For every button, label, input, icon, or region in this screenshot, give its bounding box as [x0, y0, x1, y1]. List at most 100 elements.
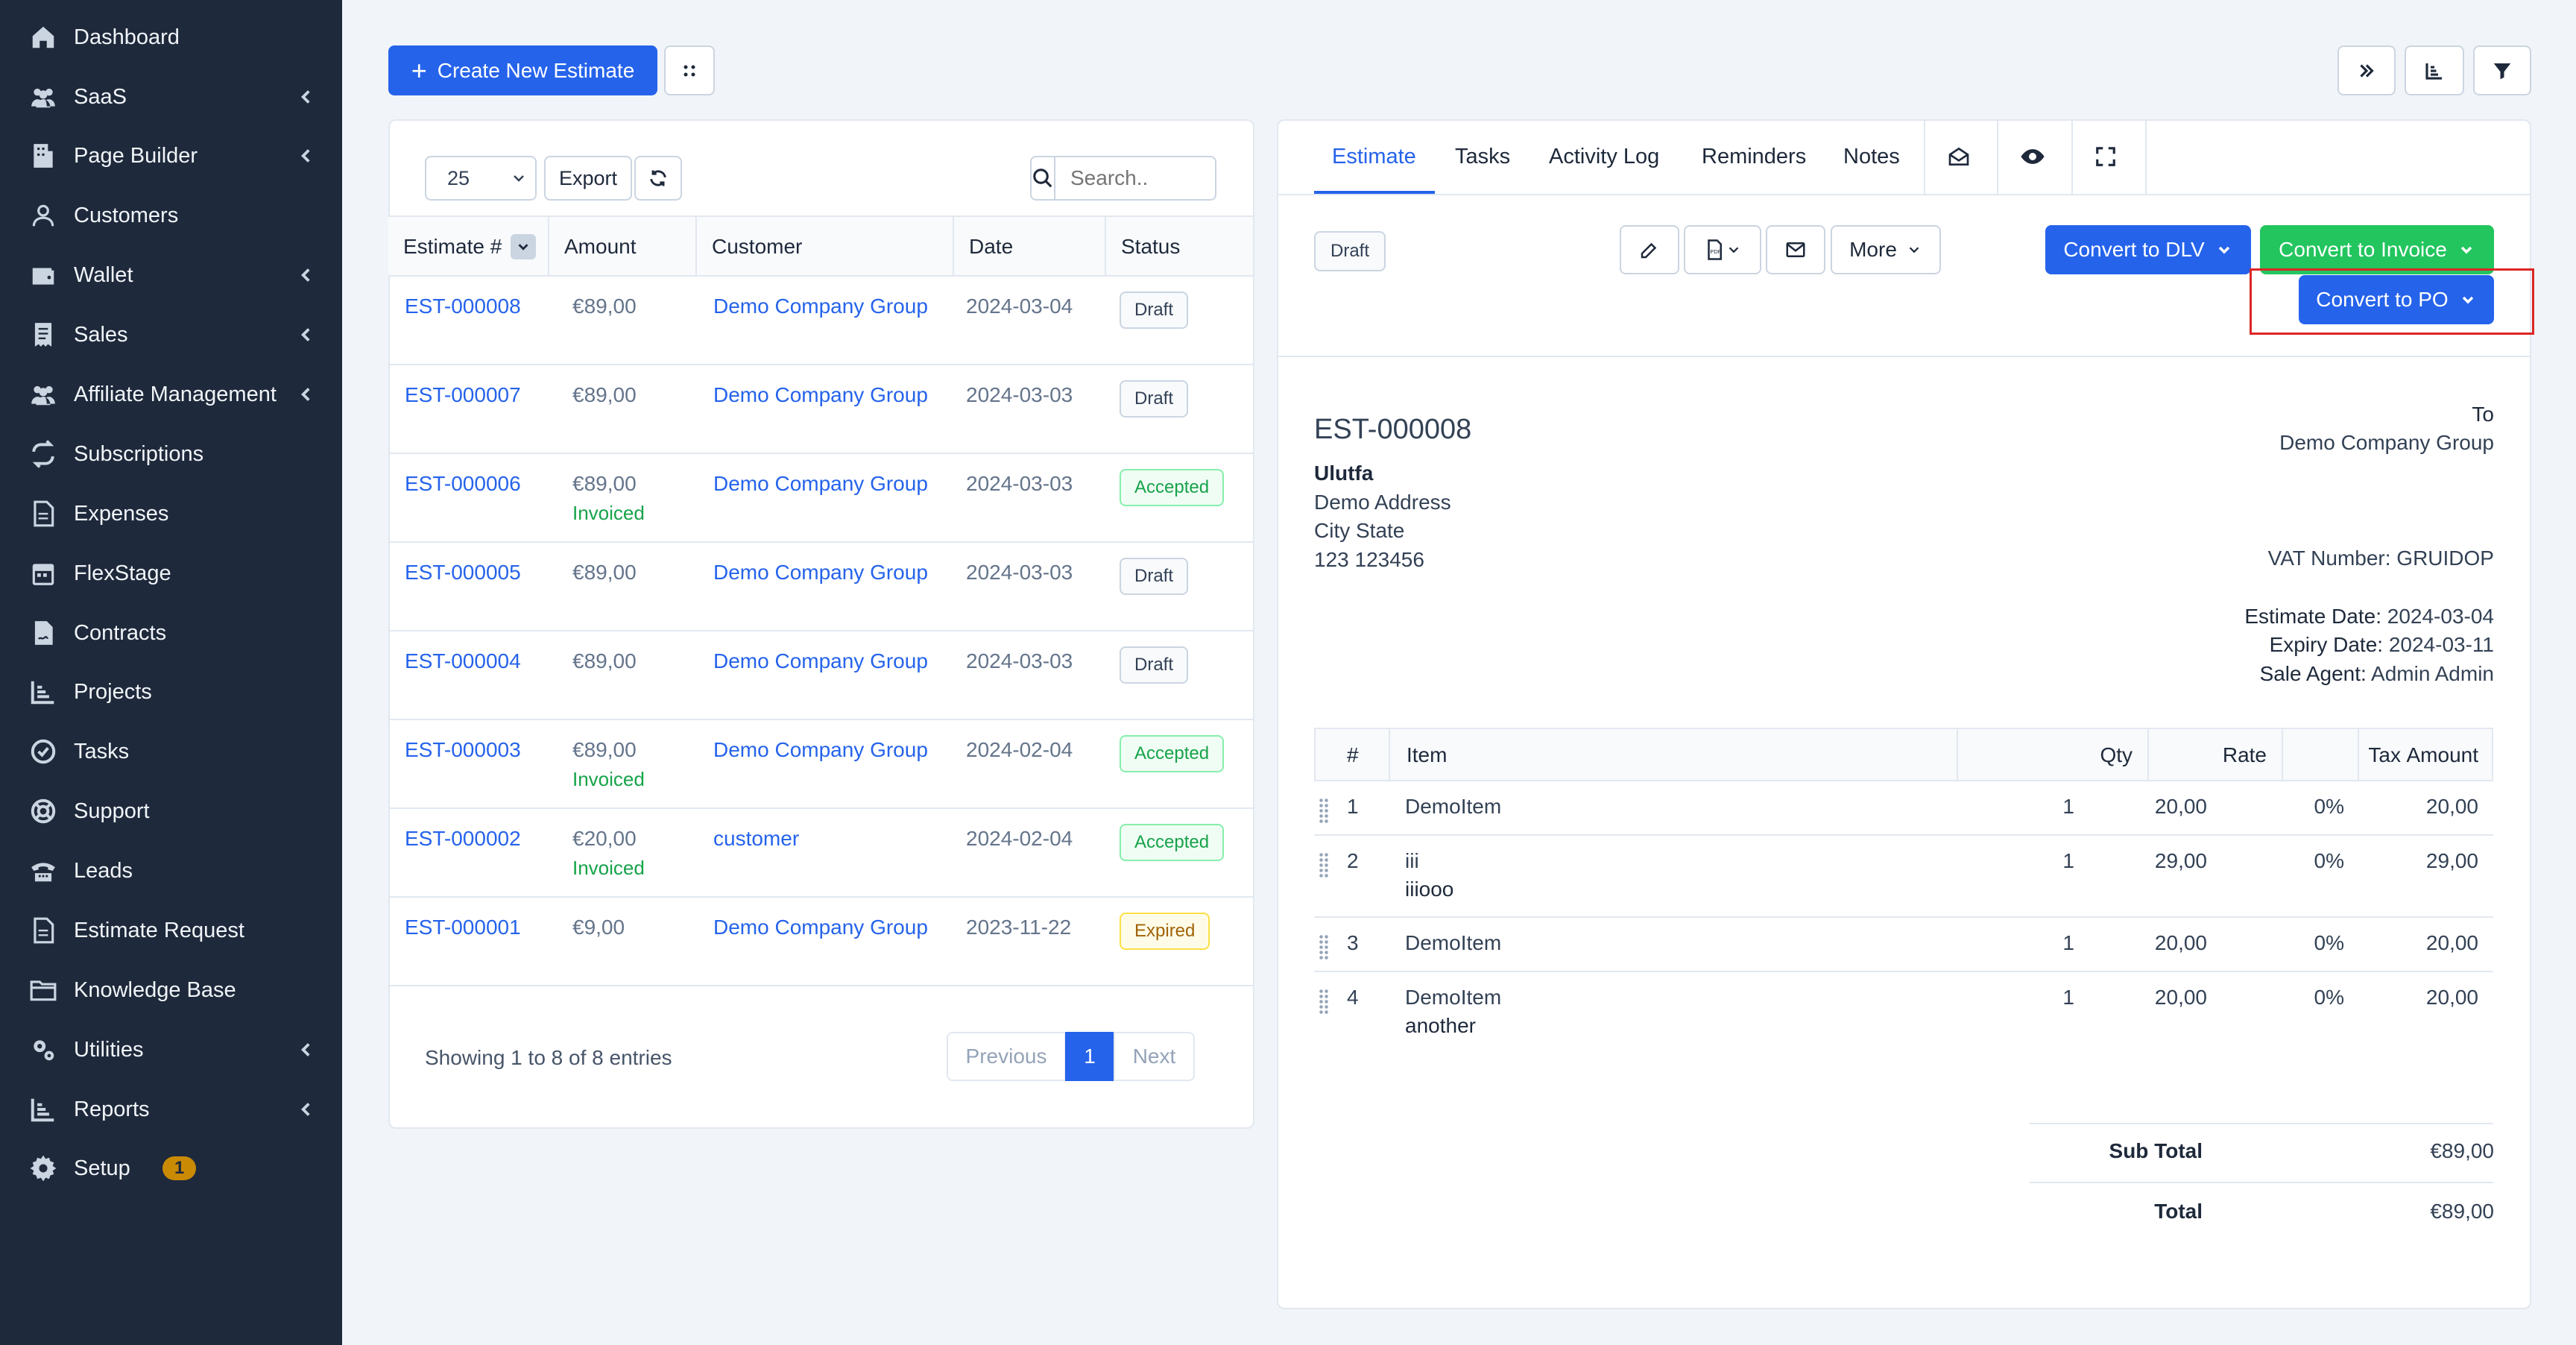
- sidebar-item-page-builder[interactable]: Page Builder: [0, 130, 342, 182]
- customer-link[interactable]: Demo Company Group: [713, 649, 928, 672]
- send-email-button[interactable]: [1766, 225, 1825, 274]
- expand-panel-button[interactable]: [2337, 45, 2396, 95]
- file-contract-icon: [27, 617, 60, 649]
- sidebar-item-wallet[interactable]: Wallet: [0, 249, 342, 301]
- sidebar-item-label: Projects: [74, 679, 152, 704]
- sort-icon[interactable]: [511, 234, 537, 259]
- more-dropdown-button[interactable]: More: [1831, 225, 1941, 274]
- export-button[interactable]: Export: [544, 156, 632, 201]
- sidebar-item-customers[interactable]: Customers: [0, 189, 342, 242]
- tab-email[interactable]: [1947, 119, 1971, 194]
- estimate-number-link[interactable]: EST-000003: [405, 738, 521, 761]
- drag-handle-icon[interactable]: [1319, 989, 1329, 1015]
- drag-handle-icon[interactable]: [1319, 798, 1329, 825]
- estimate-number-link[interactable]: EST-000002: [405, 827, 521, 850]
- sidebar-item-support[interactable]: Support: [0, 785, 342, 837]
- next-page-button[interactable]: Next: [1114, 1032, 1195, 1081]
- column-amount[interactable]: Amount: [549, 217, 697, 277]
- convert-to-dlv-button[interactable]: Convert to DLV: [2045, 225, 2251, 274]
- sidebar-item-saas[interactable]: SaaS: [0, 71, 342, 123]
- sidebar-item-flexstage[interactable]: FlexStage: [0, 547, 342, 599]
- chevron-left-icon: [297, 265, 316, 285]
- customer-link[interactable]: Demo Company Group: [713, 472, 928, 495]
- search-button[interactable]: [1032, 157, 1055, 199]
- tab-separator: [1997, 119, 1998, 194]
- amount-cell: €89,00: [572, 472, 637, 495]
- status-badge: Draft: [1120, 646, 1189, 684]
- table-row[interactable]: EST-000001 €9,00 Demo Company Group 2023-11…: [388, 898, 1253, 986]
- sidebar-item-dashboard[interactable]: Dashboard: [0, 11, 342, 63]
- estimate-number[interactable]: EST-000008: [1314, 414, 1472, 445]
- table-row[interactable]: EST-000005 €89,00 Demo Company Group 2024-0…: [388, 543, 1253, 631]
- column-status[interactable]: Status: [1121, 235, 1181, 258]
- table-row[interactable]: EST-000006 €89,00 Invoiced Demo Company Gro…: [388, 454, 1253, 543]
- sidebar-item-leads[interactable]: Leads: [0, 845, 342, 897]
- status-badge: Draft: [1120, 292, 1189, 329]
- drag-handle-icon[interactable]: [1319, 934, 1329, 961]
- previous-page-button[interactable]: Previous: [947, 1032, 1066, 1081]
- sidebar-item-sales[interactable]: Sales: [0, 309, 342, 361]
- tab-activity-log[interactable]: Activity Log: [1549, 144, 1660, 168]
- estimate-number-link[interactable]: EST-000001: [405, 916, 521, 939]
- customer-link[interactable]: customer: [713, 827, 800, 850]
- to-label: To: [2472, 403, 2494, 426]
- sidebar-item-projects[interactable]: Projects: [0, 666, 342, 718]
- customer-link[interactable]: Demo Company Group: [713, 294, 928, 318]
- item-description: iiiooo: [1405, 878, 1454, 901]
- grid-icon: [684, 65, 695, 76]
- sidebar-item-label: Setup: [74, 1156, 130, 1180]
- estimate-number-link[interactable]: EST-000008: [405, 294, 521, 318]
- table-row[interactable]: EST-000004 €89,00 Demo Company Group 2024-0…: [388, 631, 1253, 720]
- tab-tasks[interactable]: Tasks: [1455, 144, 1511, 168]
- vat-number: VAT Number: GRUIDOP: [2267, 546, 2494, 570]
- refresh-button[interactable]: [634, 156, 682, 201]
- table-row[interactable]: EST-000008 €89,00 Demo Company Group 2024-0…: [388, 277, 1253, 365]
- filter-button[interactable]: [2473, 45, 2531, 95]
- sidebar-item-reports[interactable]: Reports: [0, 1083, 342, 1135]
- customer-link[interactable]: Demo Company Group: [713, 916, 928, 939]
- pdf-dropdown-button[interactable]: PDF: [1684, 225, 1761, 274]
- sidebar-item-tasks[interactable]: Tasks: [0, 725, 342, 778]
- page-1-button[interactable]: 1: [1065, 1032, 1114, 1081]
- edit-button[interactable]: [1620, 225, 1679, 274]
- sidebar-item-label: SaaS: [74, 84, 127, 109]
- table-row[interactable]: EST-000002 €20,00 Invoiced customer 2024-02-…: [388, 809, 1253, 898]
- estimate-number-link[interactable]: EST-000007: [405, 383, 521, 406]
- folder-icon: [27, 974, 60, 1007]
- estimate-number-link[interactable]: EST-000005: [405, 561, 521, 584]
- sidebar-item-affiliate-management[interactable]: Affiliate Management: [0, 368, 342, 420]
- column-estimate-number[interactable]: Estimate #: [388, 217, 549, 277]
- sidebar-item-expenses[interactable]: Expenses: [0, 488, 342, 540]
- sidebar-item-utilities[interactable]: Utilities: [0, 1024, 342, 1076]
- tab-fullscreen[interactable]: [2094, 119, 2117, 194]
- stats-button[interactable]: [2405, 45, 2464, 95]
- tab-estimate[interactable]: Estimate: [1332, 144, 1416, 168]
- drag-handle-icon[interactable]: [1319, 852, 1329, 879]
- page-size-select[interactable]: 25: [425, 156, 537, 201]
- column-date[interactable]: Date: [954, 217, 1106, 277]
- convert-to-po-button[interactable]: Convert to PO: [2299, 275, 2494, 324]
- estimate-number-link[interactable]: EST-000004: [405, 649, 521, 672]
- tab-notes[interactable]: Notes: [1843, 144, 1900, 168]
- sidebar-item-setup[interactable]: Setup 1: [0, 1142, 342, 1194]
- customer-link[interactable]: Demo Company Group: [713, 383, 928, 406]
- sidebar-item-knowledge-base[interactable]: Knowledge Base: [0, 964, 342, 1016]
- to-customer-link[interactable]: Demo Company Group: [2279, 431, 2494, 454]
- estimate-number-link[interactable]: EST-000006: [405, 472, 521, 495]
- table-row[interactable]: EST-000003 €89,00 Invoiced Demo Company Gro…: [388, 720, 1253, 809]
- grid-view-button[interactable]: [664, 45, 715, 95]
- sidebar-item-contracts[interactable]: Contracts: [0, 607, 342, 659]
- customer-link[interactable]: Demo Company Group: [713, 561, 928, 584]
- sidebar-item-estimate-request[interactable]: Estimate Request: [0, 904, 342, 957]
- tab-reminders[interactable]: Reminders: [1702, 144, 1807, 168]
- customer-link[interactable]: Demo Company Group: [713, 738, 928, 761]
- sidebar-item-label: Tasks: [74, 739, 130, 763]
- tab-preview[interactable]: [2020, 119, 2045, 194]
- create-estimate-button[interactable]: + Create New Estimate: [388, 45, 657, 95]
- date-cell: 2024-02-04: [966, 738, 1073, 761]
- column-customer[interactable]: Customer: [697, 217, 954, 277]
- sidebar-item-subscriptions[interactable]: Subscriptions: [0, 428, 342, 480]
- convert-to-invoice-button[interactable]: Convert to Invoice: [2260, 225, 2494, 274]
- table-row[interactable]: EST-000007 €89,00 Demo Company Group 2024-0…: [388, 365, 1253, 454]
- chevron-left-icon: [297, 385, 316, 404]
